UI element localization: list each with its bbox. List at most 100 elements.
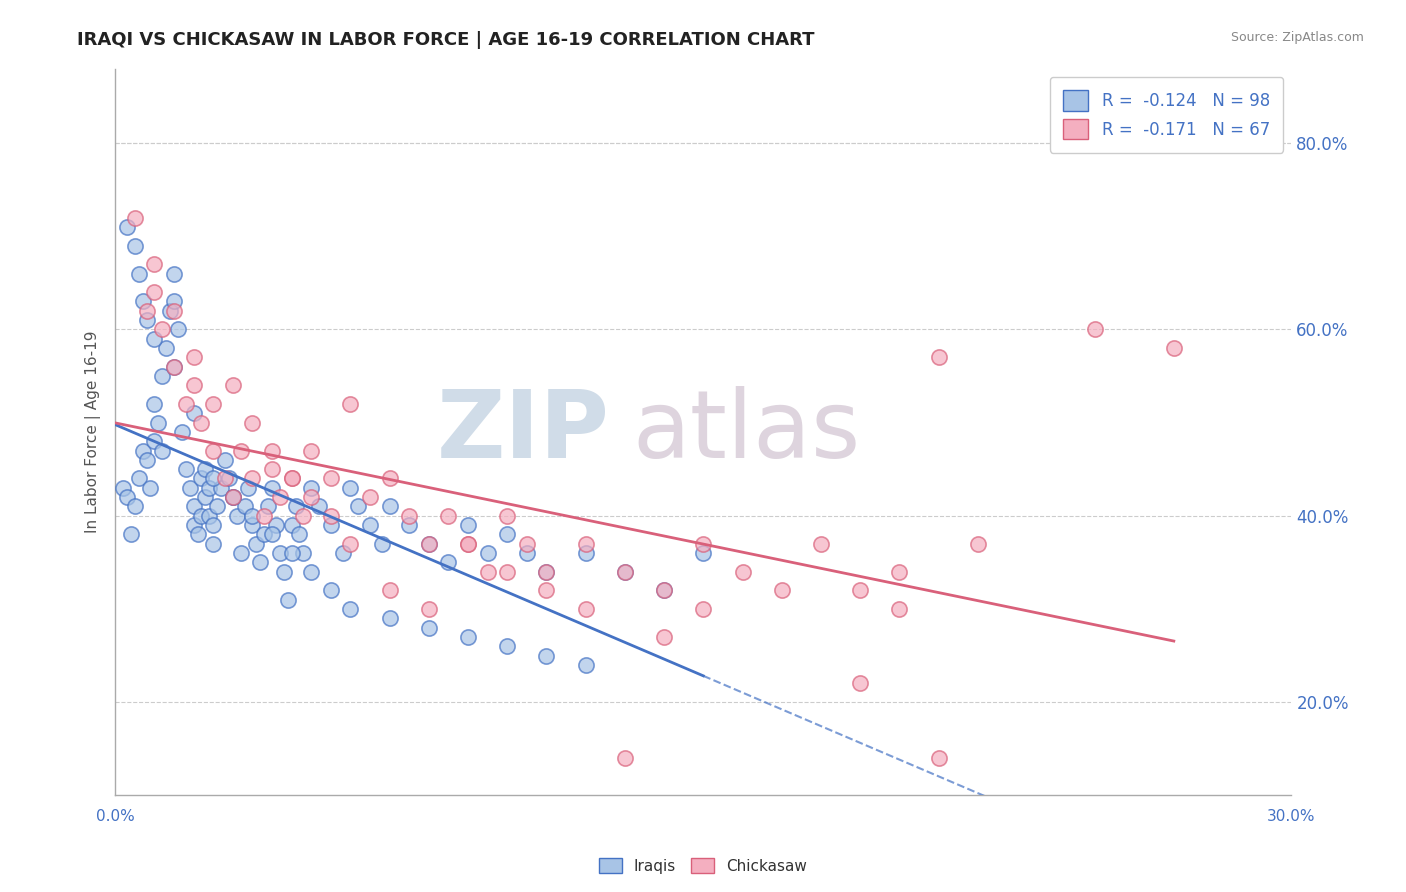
Point xyxy=(242,416,264,430)
Text: 0.0%: 0.0% xyxy=(96,809,135,824)
Point xyxy=(260,462,283,476)
Point xyxy=(359,518,381,533)
Point xyxy=(280,546,302,560)
Point xyxy=(238,481,260,495)
Point xyxy=(928,351,950,365)
Point xyxy=(214,453,236,467)
Point xyxy=(280,471,302,485)
Point xyxy=(398,518,420,533)
Point xyxy=(245,537,267,551)
Point xyxy=(731,565,754,579)
Point xyxy=(378,500,401,514)
Point xyxy=(516,537,538,551)
Point xyxy=(242,518,264,533)
Point xyxy=(249,555,271,569)
Point xyxy=(889,602,911,616)
Point xyxy=(124,211,146,225)
Point xyxy=(575,546,598,560)
Point xyxy=(378,583,401,598)
Point xyxy=(536,565,558,579)
Text: 30.0%: 30.0% xyxy=(1267,809,1316,824)
Point xyxy=(202,397,225,411)
Point xyxy=(347,500,370,514)
Point xyxy=(131,294,153,309)
Point xyxy=(418,537,440,551)
Point xyxy=(257,500,280,514)
Point xyxy=(128,267,150,281)
Point xyxy=(536,648,558,663)
Point xyxy=(292,546,315,560)
Point xyxy=(536,583,558,598)
Point xyxy=(849,583,872,598)
Point xyxy=(692,537,714,551)
Point xyxy=(112,481,135,495)
Point xyxy=(536,565,558,579)
Point xyxy=(183,406,205,420)
Point xyxy=(277,592,299,607)
Point xyxy=(150,369,173,384)
Point xyxy=(418,621,440,635)
Point xyxy=(264,518,287,533)
Point xyxy=(202,537,225,551)
Point xyxy=(115,490,138,504)
Point xyxy=(652,583,675,598)
Point xyxy=(359,490,381,504)
Point xyxy=(437,508,460,523)
Point xyxy=(150,443,173,458)
Point xyxy=(186,527,208,541)
Point xyxy=(222,490,245,504)
Point xyxy=(575,537,598,551)
Point xyxy=(299,565,322,579)
Point xyxy=(613,565,636,579)
Point xyxy=(167,322,190,336)
Point xyxy=(575,602,598,616)
Point xyxy=(174,397,197,411)
Point xyxy=(378,611,401,625)
Point xyxy=(966,537,988,551)
Point xyxy=(120,527,142,541)
Point xyxy=(260,527,283,541)
Point xyxy=(222,490,245,504)
Point xyxy=(229,443,252,458)
Point xyxy=(269,546,291,560)
Point xyxy=(477,546,499,560)
Point xyxy=(692,546,714,560)
Point xyxy=(183,378,205,392)
Point xyxy=(209,481,232,495)
Point xyxy=(652,630,675,644)
Point xyxy=(155,341,177,355)
Point xyxy=(128,471,150,485)
Point xyxy=(170,425,193,439)
Point xyxy=(202,443,225,458)
Text: Source: ZipAtlas.com: Source: ZipAtlas.com xyxy=(1230,31,1364,45)
Point xyxy=(299,490,322,504)
Point xyxy=(222,378,245,392)
Point xyxy=(205,500,228,514)
Point xyxy=(810,537,832,551)
Point xyxy=(457,537,479,551)
Point xyxy=(457,518,479,533)
Point xyxy=(163,359,186,374)
Point xyxy=(299,443,322,458)
Point xyxy=(437,555,460,569)
Point xyxy=(928,751,950,765)
Point xyxy=(496,639,519,653)
Point xyxy=(143,257,166,271)
Point xyxy=(139,481,162,495)
Point xyxy=(339,537,361,551)
Point xyxy=(269,490,291,504)
Point xyxy=(288,527,311,541)
Point xyxy=(194,462,217,476)
Point xyxy=(163,303,186,318)
Point xyxy=(135,313,157,327)
Point xyxy=(319,508,342,523)
Point xyxy=(150,322,173,336)
Point xyxy=(613,565,636,579)
Point xyxy=(418,602,440,616)
Point xyxy=(222,490,245,504)
Point xyxy=(849,676,872,690)
Point xyxy=(148,416,170,430)
Point xyxy=(1163,341,1185,355)
Point xyxy=(190,508,212,523)
Point xyxy=(163,267,186,281)
